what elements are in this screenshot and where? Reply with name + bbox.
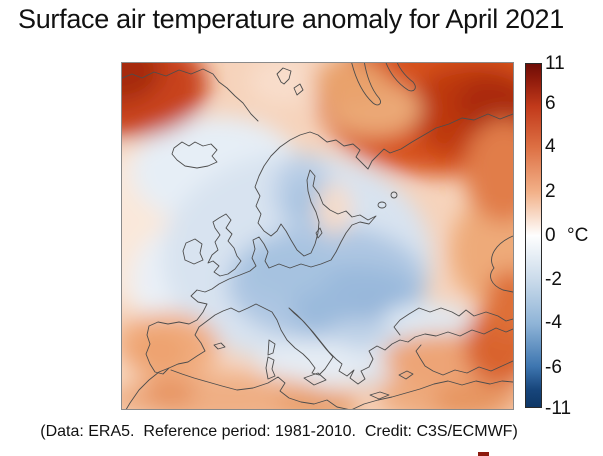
colorbar-tick-label: -6: [545, 357, 562, 378]
europe-anomaly-map: [121, 62, 514, 410]
colorbar-tick-label: 11: [545, 53, 565, 74]
coastline-balearics: [213, 342, 226, 350]
coastline-greenland: [122, 68, 259, 122]
coastline-svalbard: [276, 67, 304, 96]
coastline-morocco-atlantic: [125, 367, 170, 409]
colorbar-tick-label: -2: [545, 269, 562, 290]
coastline-ireland: [182, 238, 204, 265]
coastline-gotland: [315, 227, 323, 239]
colorbar-tick-label: 4: [545, 136, 556, 157]
coastline-caspian: [490, 235, 513, 293]
temperature-field: [122, 63, 513, 409]
logo-fragment: [478, 452, 489, 456]
figure-caption: (Data: ERA5. Reference period: 1981-2010…: [40, 423, 518, 440]
coastline-mainland: [145, 113, 513, 385]
coastline-novaya-zemlya: [351, 63, 416, 106]
colorbar-unit-label: °C: [567, 225, 589, 246]
colorbar-tick-label: 2: [545, 181, 556, 202]
coastline-north-africa: [170, 369, 513, 409]
lake-onega: [390, 191, 398, 199]
lake-ladoga: [377, 201, 387, 209]
coastline-sardinia: [265, 356, 276, 380]
coastline-corsica: [267, 339, 276, 356]
coastline-iceland: [171, 141, 218, 169]
colorbar-tick-label: -11: [545, 398, 572, 419]
colorbar: [525, 63, 542, 408]
coastline-great-britain: [207, 213, 242, 277]
coastline-crete: [369, 391, 390, 400]
map-svg: [122, 63, 513, 409]
coastline-sicily: [303, 372, 327, 386]
coastline-black-sea-north: [393, 307, 513, 336]
colorbar-tick-label: 0: [545, 225, 556, 246]
figure-title: Surface air temperature anomaly for Apri…: [18, 4, 564, 34]
colorbar-tick-label: -4: [545, 312, 562, 333]
coastline-cyprus: [398, 370, 414, 380]
coastline-turkey-south: [415, 344, 513, 376]
coastlines: [122, 63, 513, 409]
colorbar-tick-label: 6: [545, 93, 556, 114]
